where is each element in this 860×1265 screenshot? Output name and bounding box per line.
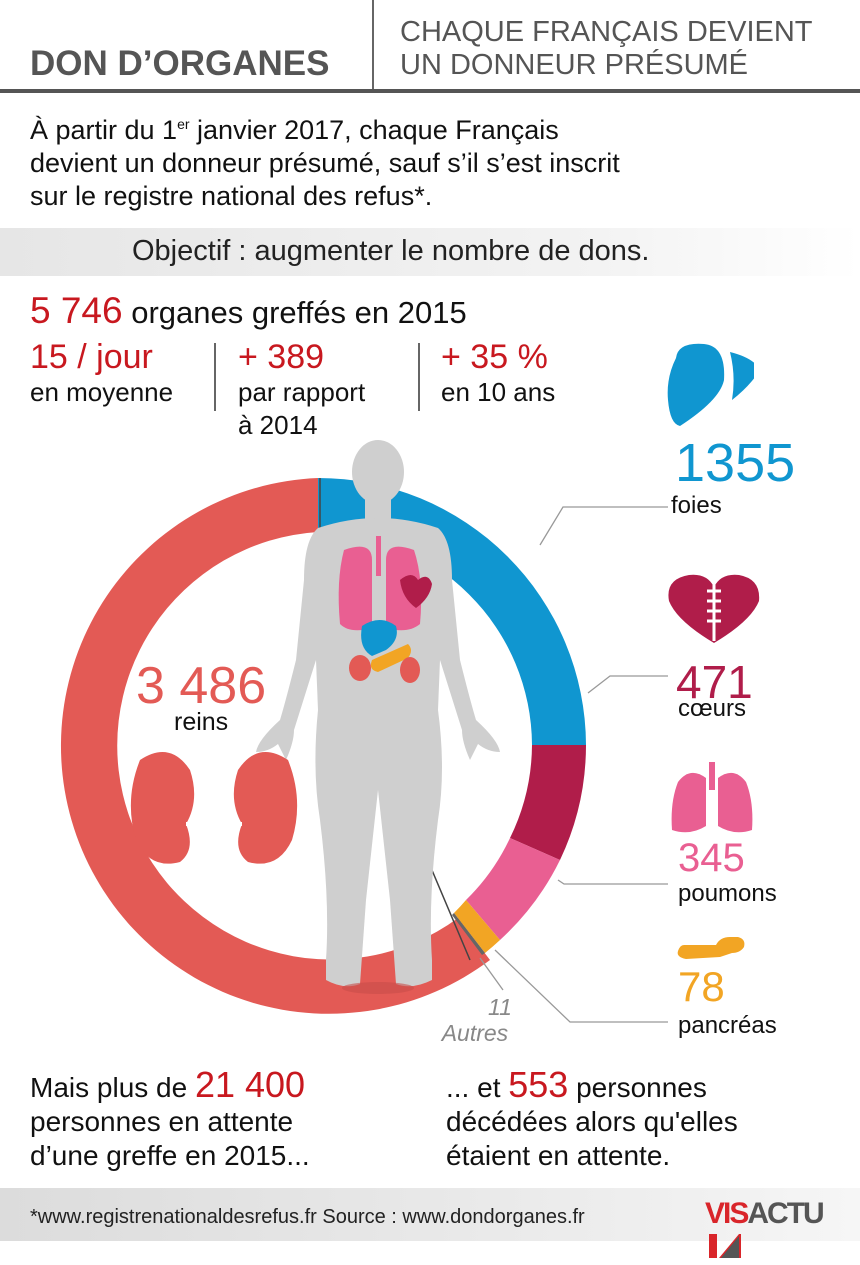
reins-label: reins xyxy=(174,708,229,736)
intro-line3: sur le registre national des refus*. xyxy=(30,181,433,211)
objective-band xyxy=(0,228,860,276)
lungs-icon xyxy=(671,762,753,833)
pancreas-label: pancréas xyxy=(678,1012,777,1039)
stat-label: par rapport xyxy=(238,377,366,407)
waiting-value: 21 400 xyxy=(194,1064,306,1105)
stat-per-day: 15 / jour en moyenne xyxy=(30,338,173,409)
stat-divider xyxy=(418,343,420,411)
footer-band xyxy=(0,1188,860,1241)
coeurs-value: 471 xyxy=(676,656,753,708)
page-subtitle: CHAQUE FRANÇAIS DEVIENT UN DONNEUR PRÉSU… xyxy=(400,16,813,82)
page-title: DON D’ORGANES xyxy=(30,44,330,83)
liver-icon xyxy=(667,343,754,426)
waiting-line2: personnes en attente xyxy=(30,1106,294,1137)
heart-icon xyxy=(668,574,760,643)
logo-actu: ACTU xyxy=(747,1197,824,1230)
deaths-value: 553 xyxy=(508,1064,569,1105)
poumons-label: poumons xyxy=(678,880,777,907)
segment-coeurs xyxy=(510,745,586,860)
logo-mark-icon xyxy=(709,1234,741,1258)
deaths-line2: décédées alors qu'elles xyxy=(446,1106,738,1137)
foies-value: 1355 xyxy=(675,433,796,493)
reins-value: 3 486 xyxy=(136,657,267,715)
segment-pancreas xyxy=(454,900,500,953)
poumons-value: 345 xyxy=(678,836,745,880)
stat-label: en 10 ans xyxy=(441,377,556,407)
stat-value: + 389 xyxy=(238,338,325,376)
total-label: organes greffés en 2015 xyxy=(122,295,467,330)
segment-poumons xyxy=(466,838,560,940)
donut-chart xyxy=(60,440,668,1023)
stat-vs-2014: + 389 par rapport à 2014 xyxy=(238,338,365,442)
stat-label: en moyenne xyxy=(30,377,174,407)
kidneys-icon xyxy=(130,752,298,864)
deaths-post: personnes xyxy=(568,1072,707,1103)
autres-label: Autres xyxy=(441,1020,509,1046)
total-transplants: 5 746 organes greffés en 2015 xyxy=(30,290,467,332)
deaths-text: ... et 553 personnes décédées alors qu'e… xyxy=(446,1067,738,1173)
visactu-logo: VISACTU xyxy=(705,1197,860,1265)
intro-line1-post: janvier 2017, chaque Français xyxy=(189,115,559,145)
deaths-pre: ... et xyxy=(446,1072,509,1103)
logo-vis: VIS xyxy=(705,1197,749,1230)
total-value: 5 746 xyxy=(30,290,123,331)
stat-divider xyxy=(214,343,216,411)
body-silhouette-icon xyxy=(256,440,500,987)
header-rule xyxy=(0,89,860,93)
stat-ten-years: + 35 % en 10 ans xyxy=(441,338,555,409)
coeurs-label: cœurs xyxy=(678,695,746,722)
waiting-list-text: Mais plus de 21 400 personnes en attente… xyxy=(30,1067,310,1173)
segment-reins xyxy=(60,478,491,1014)
waiting-line3: d’une greffe en 2015... xyxy=(30,1140,310,1171)
pancreas-icon xyxy=(677,937,745,959)
objective-text: Objectif : augmenter le nombre de dons. xyxy=(132,235,650,267)
foies-label: foies xyxy=(671,492,722,519)
intro-text: À partir du 1er janvier 2017, chaque Fra… xyxy=(30,108,620,213)
autres-annotation: 11 Autres xyxy=(438,994,512,1046)
waiting-pre: Mais plus de xyxy=(30,1072,195,1103)
intro-line1-pre: À partir du 1 xyxy=(30,115,178,145)
segment-foies xyxy=(318,478,586,745)
pancreas-value: 78 xyxy=(678,963,725,1010)
subtitle-line-2: UN DONNEUR PRÉSUMÉ xyxy=(400,49,749,81)
stat-value: + 35 % xyxy=(441,338,548,376)
subtitle-line-1: CHAQUE FRANÇAIS DEVIENT xyxy=(400,16,813,48)
header-divider xyxy=(372,0,374,90)
autres-value: 11 xyxy=(488,994,512,1020)
footer-source: *www.registrenationaldesrefus.fr Source … xyxy=(30,1206,585,1228)
segment-autres xyxy=(452,913,485,955)
intro-line2: devient un donneur présumé, sauf s’il s’… xyxy=(30,148,620,178)
deaths-line3: étaient en attente. xyxy=(446,1140,671,1171)
stat-value: 15 / jour xyxy=(30,338,153,376)
intro-sup: er xyxy=(177,116,190,132)
stat-label-2: à 2014 xyxy=(238,410,318,440)
